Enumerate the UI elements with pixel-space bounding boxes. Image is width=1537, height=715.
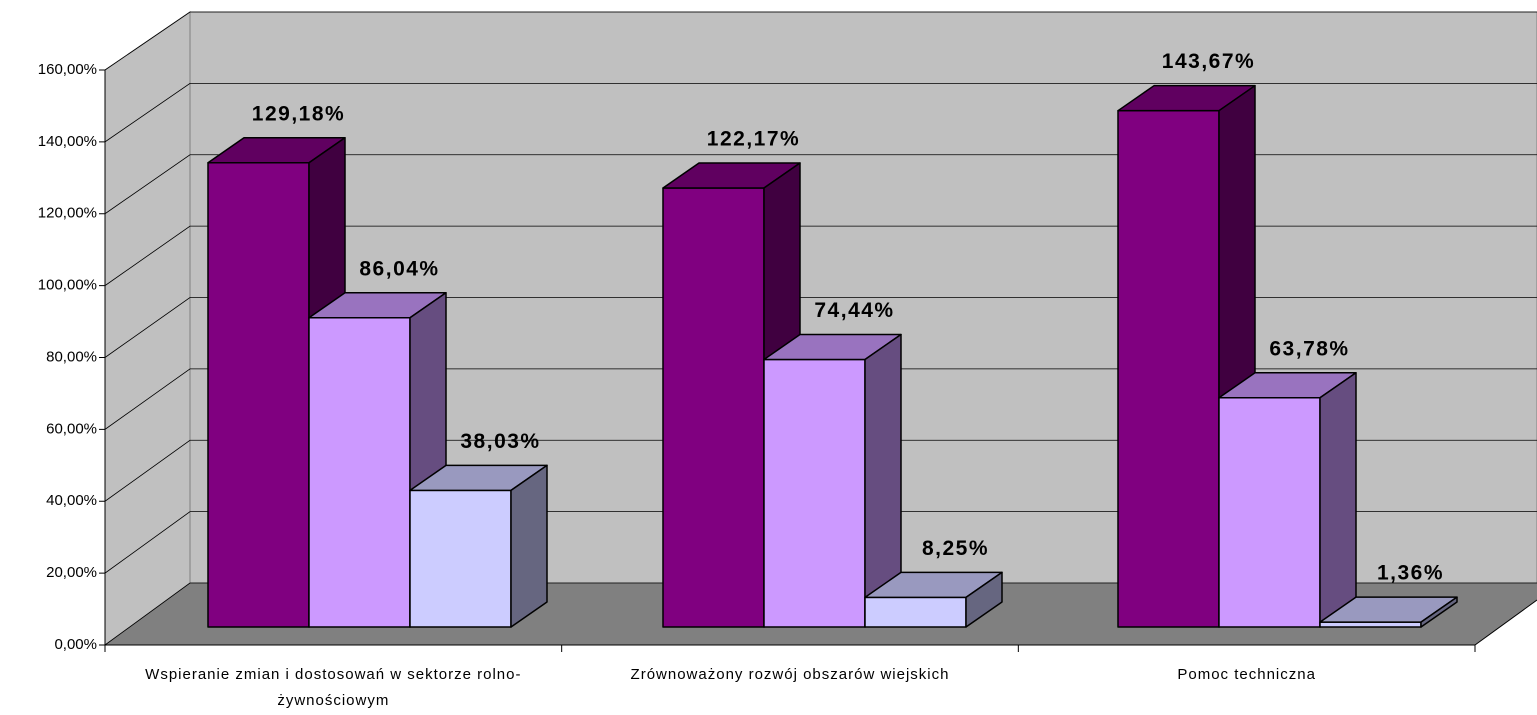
y-tick-label: 60,00% bbox=[46, 420, 97, 437]
grid-line bbox=[104, 82, 1537, 143]
bar-side bbox=[510, 464, 548, 628]
bar-front bbox=[763, 358, 866, 628]
bar-side bbox=[1420, 596, 1458, 628]
y-tick-label: 100,00% bbox=[38, 277, 97, 294]
bar-front bbox=[662, 187, 765, 628]
data-label: 143,67% bbox=[1162, 50, 1255, 73]
bar-front bbox=[1218, 397, 1321, 628]
grid-line bbox=[104, 225, 1537, 286]
bar-side bbox=[1319, 372, 1357, 628]
x-tick-label: Wspieranie zmian i dostosowań w sektorze… bbox=[145, 666, 522, 709]
side-wall bbox=[104, 11, 191, 646]
data-label: 1,36% bbox=[1377, 562, 1444, 585]
bar-front bbox=[1117, 109, 1220, 628]
data-label: 86,04% bbox=[359, 257, 439, 280]
bar-front bbox=[864, 596, 967, 628]
data-label: 63,78% bbox=[1269, 337, 1349, 360]
grid-line bbox=[104, 511, 1537, 574]
data-label: 8,25% bbox=[922, 537, 989, 560]
data-label: 129,18% bbox=[252, 102, 345, 125]
grid-line bbox=[104, 297, 1537, 358]
y-tick-label: 80,00% bbox=[46, 348, 97, 365]
grid-line bbox=[104, 582, 1537, 646]
data-label: 38,03% bbox=[460, 430, 540, 453]
x-tick-label: Zrównoważony rozwój obszarów wiejskich bbox=[630, 666, 950, 683]
x-axis-depth bbox=[1474, 599, 1537, 646]
y-tick-label: 40,00% bbox=[46, 492, 97, 509]
y-tick-label: 160,00% bbox=[38, 61, 97, 78]
bar-front bbox=[409, 489, 512, 628]
grid-line bbox=[104, 368, 1537, 430]
y-tick-label: 120,00% bbox=[38, 205, 97, 222]
grid-line bbox=[104, 11, 1537, 71]
bar-front bbox=[308, 317, 411, 628]
y-tick-label: 140,00% bbox=[38, 133, 97, 150]
x-tick-label: Pomoc techniczna bbox=[1177, 666, 1316, 683]
y-tick-label: 20,00% bbox=[46, 564, 97, 581]
bar-front bbox=[207, 162, 310, 628]
data-label: 74,44% bbox=[814, 299, 894, 322]
data-label: 122,17% bbox=[707, 127, 800, 150]
grid-line bbox=[104, 439, 1537, 502]
bar-side bbox=[965, 571, 1003, 628]
y-tick-label: 0,00% bbox=[54, 636, 97, 653]
grid-line bbox=[104, 154, 1537, 215]
